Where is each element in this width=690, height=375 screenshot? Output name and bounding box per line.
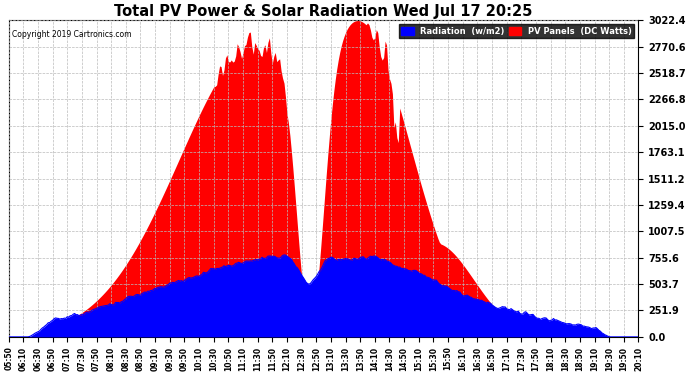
Title: Total PV Power & Solar Radiation Wed Jul 17 20:25: Total PV Power & Solar Radiation Wed Jul… <box>115 4 533 19</box>
Legend: Radiation  (w/m2), PV Panels  (DC Watts): Radiation (w/m2), PV Panels (DC Watts) <box>399 24 634 39</box>
Text: Copyright 2019 Cartronics.com: Copyright 2019 Cartronics.com <box>12 30 131 39</box>
